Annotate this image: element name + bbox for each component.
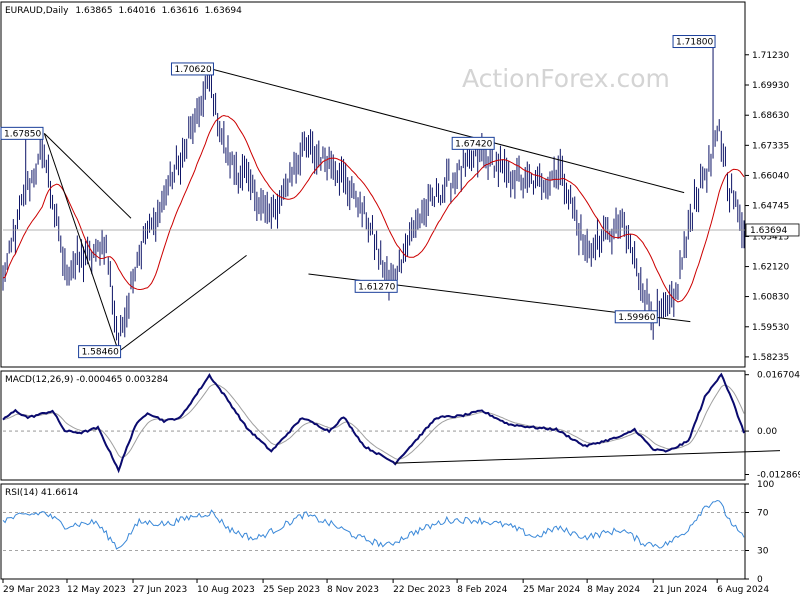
trendline — [118, 255, 247, 353]
macd-signal-line — [2, 383, 745, 460]
rsi-axis-label: 100 — [757, 480, 774, 490]
price-axis-label: 1.68630 — [752, 111, 789, 121]
trendline — [43, 132, 132, 219]
price-axis-label: 1.60830 — [752, 293, 789, 303]
trendline — [43, 133, 120, 352]
price-axis-label: 1.59530 — [752, 323, 789, 333]
rsi-axis-label: 70 — [757, 509, 769, 519]
price-level-box — [614, 310, 658, 324]
ohlc-open: 1.63865 — [75, 6, 112, 16]
chart-labels: 1.67850 1.58460 1.70620 1.61270 1.67420 1.599… — [0, 35, 716, 359]
price-level-label: 1.67420 — [455, 139, 492, 149]
price-level-label: 1.70620 — [174, 65, 211, 75]
price-level-box — [78, 345, 122, 359]
ohlc-low: 1.63616 — [162, 6, 199, 16]
price-axis-label: 1.62120 — [752, 263, 789, 273]
price-axis-label: 1.58235 — [752, 353, 789, 363]
date-axis-label: 8 May 2024 — [587, 585, 640, 595]
chart-grid — [3, 430, 745, 551]
rsi-header: RSI(14) 41.6614 — [5, 488, 78, 498]
ohlc-close: 1.63694 — [205, 6, 242, 16]
macd-panel — [0, 370, 746, 481]
date-axis-label: 8 Feb 2024 — [457, 585, 508, 595]
rsi-axis-label: 30 — [757, 547, 769, 557]
price-level-box — [0, 126, 44, 140]
date-axis-label: 27 Jun 2023 — [133, 585, 187, 595]
date-axis-label: 22 Dec 2023 — [393, 585, 451, 595]
date-axis-label: 12 May 2023 — [67, 585, 126, 595]
macd-axis-label: 0.016704 — [757, 371, 800, 381]
price-level-label: 1.59960 — [618, 313, 655, 323]
last-price-label: 1.63694 — [750, 226, 787, 236]
ohlc-high: 1.64016 — [118, 6, 155, 16]
moving-average-line — [2, 114, 745, 303]
price-axis-label: 1.64745 — [752, 202, 789, 212]
price-level-box — [354, 279, 398, 293]
timeframe-label: Daily — [46, 6, 69, 16]
trendline — [211, 68, 685, 194]
price-level-label: 1.58460 — [82, 348, 119, 358]
macd-axis-label: -0.012869 — [757, 470, 800, 480]
price-axis-label: 1.66040 — [752, 171, 789, 181]
price-level-box — [451, 136, 495, 150]
rsi-panel — [0, 483, 746, 580]
watermark: ActionForex.com — [462, 64, 670, 93]
date-axis-label: 6 Aug 2024 — [717, 585, 769, 595]
chart-background — [0, 1, 746, 580]
price-bars — [2, 41, 745, 352]
date-axis-label: 25 Mar 2024 — [523, 585, 580, 595]
date-axis-label: 10 Aug 2023 — [197, 585, 255, 595]
macd-line — [2, 372, 745, 474]
price-level-box — [672, 35, 716, 49]
price-panel — [0, 1, 746, 368]
price-level-label: 1.67850 — [4, 129, 41, 139]
price-level-label: 1.61270 — [358, 282, 395, 292]
price-axis-label: 1.69930 — [752, 81, 789, 91]
chart-axes: 1.71230 1.69930 1.68630 1.67335 1.66040 1.647… — [2, 51, 800, 595]
price-level-box — [170, 62, 214, 76]
chart-lines — [2, 68, 781, 550]
last-price-tag — [745, 223, 800, 237]
price-header: EURAUD,Daily 1.63865 1.64016 1.63616 1.6… — [5, 6, 242, 16]
price-axis-label: 1.71230 — [752, 51, 789, 61]
rsi-axis-label: 0 — [757, 575, 763, 585]
date-axis-label: 8 Nov 2023 — [327, 585, 379, 595]
date-axis-label: 29 Mar 2023 — [3, 585, 60, 595]
macd-axis-label: 0.00 — [757, 427, 777, 437]
price-axis-label: 1.67335 — [752, 141, 789, 151]
date-axis-label: 25 Sep 2023 — [263, 585, 320, 595]
price-axis-label: 1.63415 — [752, 232, 789, 242]
rsi-line — [2, 499, 745, 550]
macd-header: MACD(12,26,9) -0.000465 0.003284 — [5, 375, 168, 385]
macd-trendline — [395, 450, 781, 464]
price-level-label: 1.71800 — [676, 38, 713, 48]
date-axis-label: 21 Jun 2024 — [653, 585, 707, 595]
symbol-label: EURAUD — [5, 6, 43, 16]
